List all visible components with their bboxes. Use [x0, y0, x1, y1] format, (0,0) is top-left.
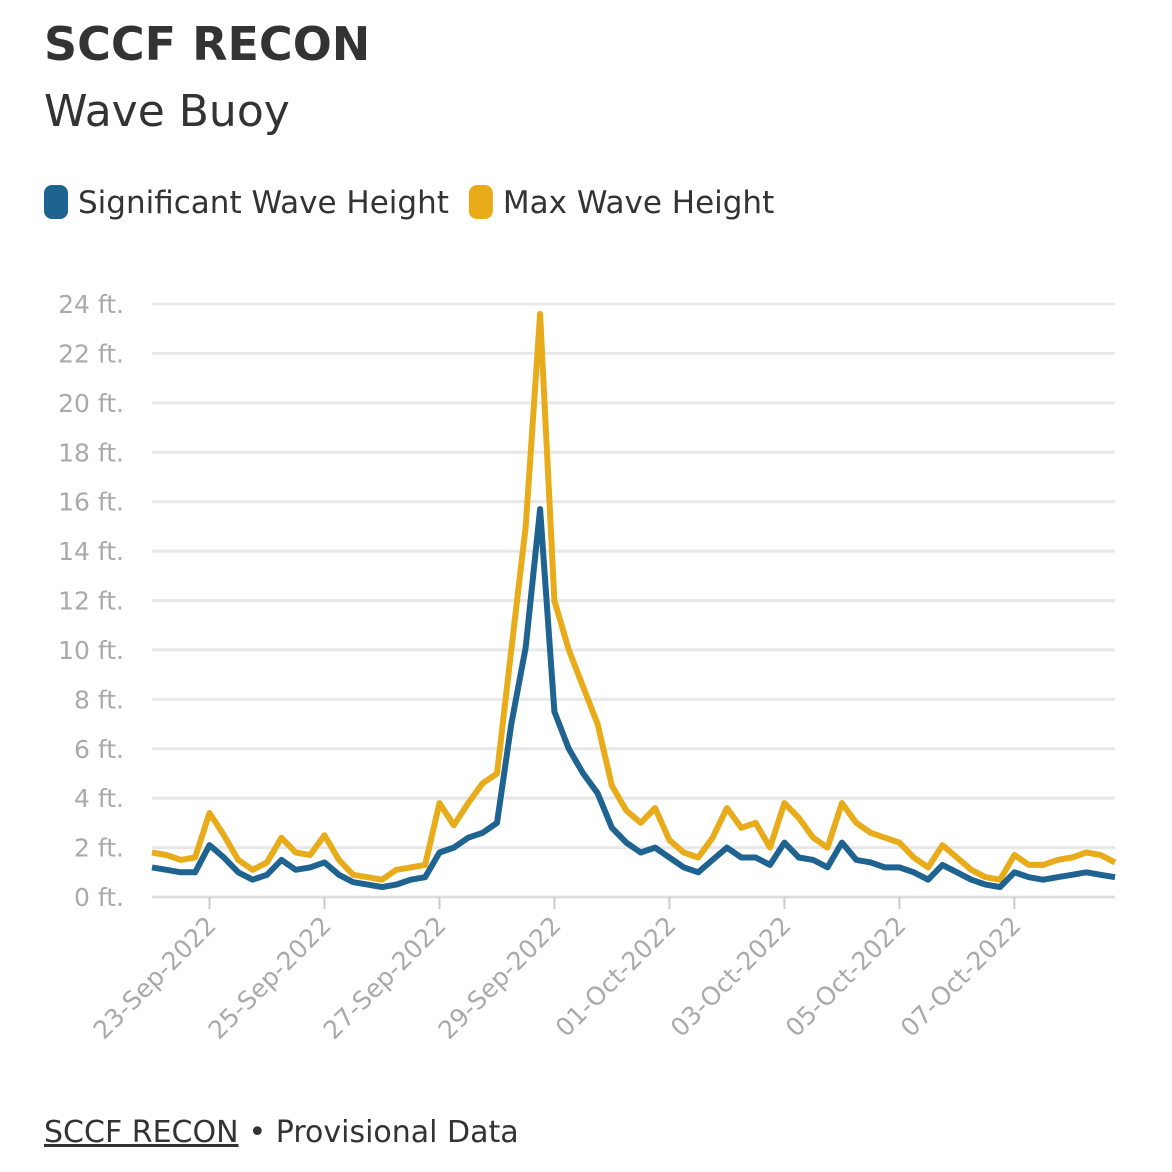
y-tick-label: 24 ft.	[58, 290, 124, 319]
series-line	[151, 310, 1117, 883]
x-tick-label: 25-Sep-2022	[203, 911, 337, 1045]
chart-title: SCCF RECON	[44, 17, 370, 71]
y-tick-label: 16 ft.	[58, 488, 124, 517]
y-tick-label: 8 ft.	[74, 685, 124, 714]
y-tick-label: 22 ft.	[58, 339, 124, 368]
y-tick-label: 18 ft.	[58, 438, 124, 467]
x-tick-label: 27-Sep-2022	[318, 911, 452, 1045]
x-tick-label: 05-Oct-2022	[780, 911, 912, 1043]
x-tick-label: 01-Oct-2022	[550, 911, 682, 1043]
x-tick-label: 23-Sep-2022	[88, 911, 222, 1045]
legend-label: Max Wave Height	[503, 185, 774, 221]
y-tick-label: 4 ft.	[74, 784, 124, 813]
chart-subtitle: Wave Buoy	[44, 86, 290, 137]
legend-swatch	[44, 185, 68, 219]
legend-swatch	[468, 185, 493, 219]
plot	[151, 310, 1117, 891]
y-tick-label: 12 ft.	[58, 587, 124, 616]
y-tick-label: 10 ft.	[58, 636, 124, 665]
legend-label: Significant Wave Height	[78, 185, 449, 221]
legend: Significant Wave Height Max Wave Height	[44, 185, 774, 221]
y-tick-label: 6 ft.	[74, 735, 124, 764]
x-tick-label: 03-Oct-2022	[665, 911, 797, 1043]
source-link[interactable]: SCCF RECON	[44, 1115, 239, 1150]
series-line	[151, 506, 1116, 891]
x-tick-label: 29-Sep-2022	[433, 911, 567, 1045]
grid: 0 ft. 2 ft. 4 ft. 6 ft. 8 ft. 10 ft. 12 ft. 14 …	[58, 290, 1115, 1045]
y-tick-label: 20 ft.	[58, 389, 124, 418]
x-tick-label: 07-Oct-2022	[895, 911, 1027, 1043]
y-tick-label: 2 ft.	[74, 834, 124, 863]
source-note: • Provisional Data	[249, 1115, 519, 1150]
y-tick-label: 0 ft.	[74, 883, 124, 912]
y-tick-label: 14 ft.	[58, 537, 124, 566]
